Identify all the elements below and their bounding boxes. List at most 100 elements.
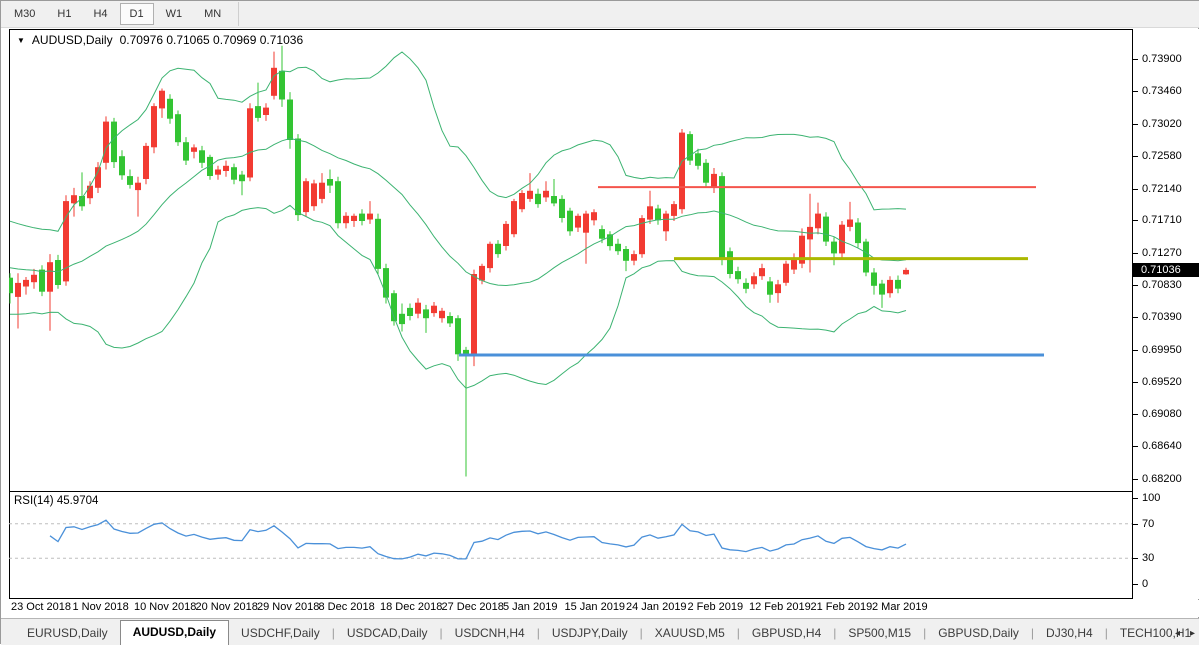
axis-tick-mark xyxy=(1133,59,1138,60)
axis-tick-mark xyxy=(1133,558,1138,560)
date-label: 27 Dec 2018 xyxy=(441,601,504,613)
rsi-pane[interactable] xyxy=(9,491,1132,598)
candle-body xyxy=(655,208,661,221)
pane-separator[interactable] xyxy=(9,491,1133,492)
candle-body xyxy=(183,142,189,161)
candle-body xyxy=(151,106,157,148)
chart-tab-eurusd-daily[interactable]: EURUSD,Daily xyxy=(27,626,108,640)
candle-body xyxy=(143,145,149,179)
date-label: 12 Feb 2019 xyxy=(749,601,811,613)
triangle-down-icon[interactable]: ▼ xyxy=(17,35,25,45)
candle-body xyxy=(767,281,773,295)
rsi-tick-label: 30 xyxy=(1133,552,1154,565)
tab-divider: | xyxy=(639,626,643,640)
candle-body xyxy=(95,167,101,188)
timeframe-button-h4[interactable]: H4 xyxy=(93,8,108,20)
timeframe-button-mn[interactable]: MN xyxy=(204,8,222,20)
candle-body xyxy=(23,279,29,287)
tab-scroll-left-icon[interactable]: ◂ xyxy=(1174,628,1180,639)
chart-tab-gbpusd-daily[interactable]: GBPUSD,Daily xyxy=(938,626,1019,640)
chart-title: ▼ AUDUSD,Daily 0.70976 0.71065 0.70969 0… xyxy=(17,33,303,47)
candle-body xyxy=(295,138,301,216)
candle-body xyxy=(391,293,397,322)
candle-body xyxy=(343,215,349,224)
axis-tick-mark xyxy=(1133,498,1138,499)
axis-tick-mark xyxy=(1133,188,1138,190)
candle-body xyxy=(639,218,645,255)
candle-body xyxy=(871,272,877,286)
chart-tab-audusd-daily[interactable]: AUDUSD,Daily xyxy=(119,620,230,645)
axis-tick-mark xyxy=(1133,523,1138,525)
tab-scroll-controls: ◂ ▸ xyxy=(1175,628,1195,639)
candle-body xyxy=(743,282,749,289)
tab-divider: | xyxy=(1030,626,1035,640)
candle-body xyxy=(527,190,533,199)
timeframe-toolbar: M30 H1 H4 D1 W1 MN xyxy=(1,1,1199,28)
rsi-tick-label: 100 xyxy=(1133,492,1160,505)
candle-body xyxy=(39,269,45,292)
chart-ohlc-values: 0.70976 0.71065 0.70969 0.71036 xyxy=(119,33,304,47)
candle-body xyxy=(495,243,501,255)
chart-tab-sp500-m15[interactable]: SP500,M15 xyxy=(848,626,912,640)
candle-body xyxy=(535,193,541,205)
date-label: 8 Dec 2018 xyxy=(318,601,375,613)
axis-tick-mark xyxy=(1133,413,1138,415)
price-chart[interactable] xyxy=(9,29,1132,491)
bollinger-middle-band xyxy=(9,137,907,287)
candle-body xyxy=(735,271,741,280)
chart-tab-usdjpy-daily[interactable]: USDJPY,Daily xyxy=(551,626,628,640)
axis-tick-mark xyxy=(1133,317,1138,319)
candle-body xyxy=(423,309,429,319)
price-tick-label: 0.68200 xyxy=(1133,473,1182,486)
tab-divider: | xyxy=(536,626,540,640)
timeframe-button-w1[interactable]: W1 xyxy=(165,8,183,20)
date-label: 2 Mar 2019 xyxy=(872,601,928,613)
candle-body xyxy=(815,213,821,229)
chart-tab-usdchf-daily[interactable]: USDCHF,Daily xyxy=(241,626,320,640)
tab-divider: | xyxy=(1104,626,1108,640)
candle-body xyxy=(303,181,309,213)
candle-body xyxy=(487,243,493,269)
chart-tab-dj30-h4[interactable]: DJ30,H4 xyxy=(1046,626,1093,640)
candle-body xyxy=(799,235,805,264)
candle-body xyxy=(199,150,205,163)
date-label: 2 Feb 2019 xyxy=(687,601,744,613)
candle-body xyxy=(839,224,845,254)
axis-tick-mark xyxy=(1133,123,1138,125)
tab-scroll-right-icon[interactable]: ▸ xyxy=(1189,628,1195,639)
rsi-line xyxy=(49,519,907,560)
candle-body xyxy=(591,212,597,221)
candle-body xyxy=(447,316,453,324)
chart-tab-gbpusd-h4[interactable]: GBPUSD,H4 xyxy=(751,626,822,640)
rsi-tick-label: 70 xyxy=(1133,518,1154,531)
candle-body xyxy=(599,229,605,239)
candle-body xyxy=(31,274,37,283)
candle-body xyxy=(255,106,261,118)
bollinger-upper-band xyxy=(9,51,907,232)
chart-tab-xauusd-m5[interactable]: XAUUSD,M5 xyxy=(654,626,725,640)
date-axis[interactable]: 23 Oct 2018 1 Nov 2018 10 Nov 2018 20 Nov 2… xyxy=(9,600,1199,617)
candle-body xyxy=(407,307,413,316)
chart-tab-tech100-h1[interactable]: TECH100,H1 xyxy=(1119,626,1192,640)
candle-body xyxy=(63,201,69,282)
price-tick-label: 0.70390 xyxy=(1133,311,1182,324)
price-axis[interactable]: 0.73900 0.73460 0.73020 0.72580 0.72140 0.717… xyxy=(1133,29,1199,599)
axis-tick-mark xyxy=(1133,252,1138,254)
candle-body xyxy=(679,132,685,210)
date-label: 23 Oct 2018 xyxy=(11,601,71,613)
timeframe-button-h1[interactable]: H1 xyxy=(57,8,72,20)
candle-body xyxy=(79,196,85,207)
timeframe-button-d1[interactable]: D1 xyxy=(119,3,154,25)
chart-tab-usdcnh-h4[interactable]: USDCNH,H4 xyxy=(454,626,525,640)
candle-body xyxy=(327,179,333,186)
timeframe-button-m30[interactable]: M30 xyxy=(14,8,36,20)
candle-body xyxy=(175,114,181,143)
tab-divider: | xyxy=(736,626,740,640)
candle-body xyxy=(47,262,53,292)
chart-window[interactable] xyxy=(9,29,1133,599)
date-label: 18 Dec 2018 xyxy=(380,601,443,613)
candle-body xyxy=(103,121,109,163)
candle-body xyxy=(383,268,389,298)
chart-tab-usdcad-daily[interactable]: USDCAD,Daily xyxy=(346,626,428,640)
